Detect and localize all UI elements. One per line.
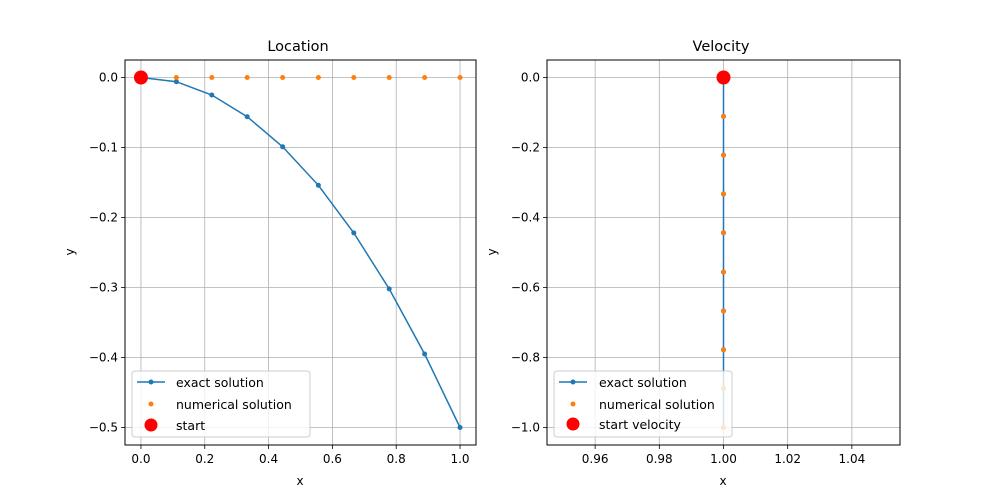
- location-exact-solution-line: [140, 76, 461, 428]
- velocity-y-tick-label: −1.0: [511, 421, 540, 435]
- location-exact-solution-point: [244, 114, 250, 120]
- location-exact-solution-point: [315, 182, 321, 188]
- location-legend-box: [131, 370, 311, 438]
- location-y-tick-label: −0.1: [89, 141, 118, 155]
- location-title: Location: [267, 39, 328, 55]
- velocity-x-tick-label: 0.96: [582, 452, 609, 466]
- location-numerical-solution-point: [386, 75, 392, 80]
- location-y-tick-label: −0.3: [89, 281, 118, 295]
- location-exact-solution-point: [280, 144, 286, 150]
- location-start-point: [133, 70, 148, 85]
- location-exact-solution-point: [173, 79, 179, 85]
- velocity-legend: exact solution numerical solution start …: [553, 370, 733, 438]
- location-y-tick-label: −0.4: [89, 351, 118, 365]
- location-exact-solution-point: [457, 425, 463, 430]
- location-legend: exact solution numerical solution start: [131, 370, 311, 438]
- velocity-y-tick-label: −0.8: [511, 351, 540, 365]
- location-legend-start-label: start: [176, 418, 205, 433]
- location-legend-exact-label: exact solution: [176, 375, 264, 390]
- velocity-legend-exact-label: exact solution: [599, 375, 687, 390]
- velocity-numerical-solution-point: [721, 347, 726, 353]
- velocity-legend-start-label: start velocity: [599, 417, 682, 432]
- location-legend-exact-marker: [148, 379, 154, 385]
- location-series-layer: [133, 70, 463, 430]
- velocity-x-ticks: 0.96 0.98 1.00 1.02 1.04: [582, 445, 865, 466]
- location-x-tick-label: 0.2: [195, 452, 214, 466]
- location-numerical-solution-point: [244, 75, 250, 80]
- location-exact-solution-point: [351, 230, 357, 236]
- location-y-ticks: 0.0 −0.1 −0.2 −0.3 −0.4 −0.5: [89, 71, 125, 435]
- velocity-numerical-solution-point: [721, 191, 726, 197]
- velocity-y-tick-label: 0.0: [521, 71, 540, 85]
- velocity-x-tick-label: 0.98: [646, 452, 673, 466]
- location-numerical-solution-point: [173, 75, 179, 80]
- location-x-tick-label: 1.0: [450, 452, 469, 466]
- velocity-start-point: [716, 70, 731, 85]
- location-x-axis-label: x: [296, 474, 303, 488]
- location-y-axis-label: y: [63, 248, 77, 255]
- location-numerical-solution-point: [209, 75, 215, 80]
- velocity-legend-start-marker: [566, 417, 580, 431]
- velocity-y-ticks: 0.0 −0.2 −0.4 −0.6 −0.8 −1.0: [511, 71, 547, 435]
- velocity-x-tick-label: 1.02: [774, 452, 801, 466]
- location-legend-start-marker: [144, 418, 158, 432]
- velocity-numerical-solution-point: [721, 308, 726, 314]
- location-legend-numerical-marker: [148, 401, 154, 407]
- velocity-numerical-solution-point: [721, 152, 726, 158]
- location-x-tick-label: 0.8: [387, 452, 406, 466]
- velocity-x-axis-label: x: [719, 474, 726, 488]
- location-x-tick-label: 0.4: [259, 452, 278, 466]
- velocity-x-tick-label: 1.00: [710, 452, 737, 466]
- velocity-y-tick-label: −0.2: [511, 141, 540, 155]
- location-axes-frame: [124, 59, 477, 446]
- location-chart: Location 0.0 0.2 0.4 0.6 0.8 1.0 0.0 −0.1 −0.2 −…: [63, 39, 477, 488]
- location-numerical-solution-point: [351, 75, 357, 80]
- location-y-tick-label: −0.2: [89, 211, 118, 225]
- velocity-numerical-solution-point: [721, 269, 726, 275]
- location-exact-solution-point: [209, 92, 215, 98]
- location-numerical-solution-point: [457, 75, 463, 80]
- velocity-legend-numerical-marker: [570, 401, 576, 407]
- location-y-tick-label: 0.0: [99, 71, 118, 85]
- location-exact-solution-point: [386, 286, 392, 292]
- location-x-tick-label: 0.0: [131, 452, 150, 466]
- velocity-y-tick-label: −0.4: [511, 211, 540, 225]
- velocity-x-tick-label: 1.04: [839, 452, 866, 466]
- velocity-numerical-solution-point: [721, 113, 726, 119]
- velocity-legend-numerical-label: numerical solution: [599, 397, 715, 412]
- location-numerical-solution-point: [315, 75, 321, 80]
- velocity-legend-exact-marker: [570, 379, 576, 385]
- velocity-numerical-solution-point: [721, 230, 726, 236]
- velocity-title: Velocity: [693, 39, 750, 55]
- location-x-tick-label: 0.6: [323, 452, 342, 466]
- velocity-y-axis-label: y: [485, 248, 499, 255]
- location-y-tick-label: −0.5: [89, 421, 118, 435]
- velocity-chart: Velocity 0.96 0.98 1.00 1.02 1.04 0.0 −0.2 −0.…: [485, 39, 901, 488]
- location-x-ticks: 0.0 0.2 0.4 0.6 0.8 1.0: [131, 445, 470, 466]
- location-numerical-solution-point: [422, 75, 428, 80]
- velocity-y-tick-label: −0.6: [511, 281, 540, 295]
- velocity-series-layer: [716, 70, 731, 430]
- location-legend-numerical-label: numerical solution: [176, 397, 292, 412]
- location-numerical-solution-point: [280, 75, 286, 80]
- location-exact-solution-point: [422, 351, 428, 357]
- velocity-legend-box: [553, 370, 733, 438]
